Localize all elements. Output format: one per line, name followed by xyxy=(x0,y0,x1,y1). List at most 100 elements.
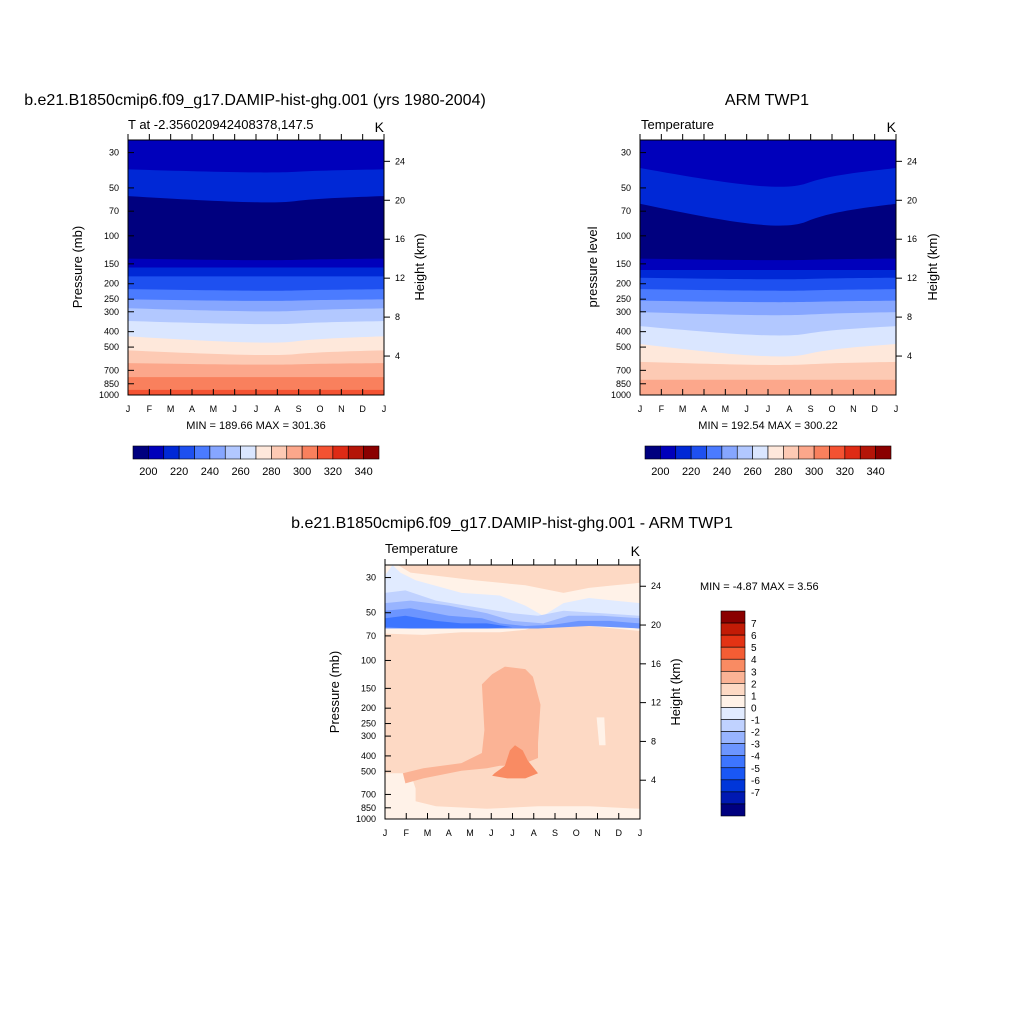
colorbar-swatch xyxy=(720,719,746,732)
x-tick-label: N xyxy=(850,404,857,414)
y-tick-label: 70 xyxy=(109,206,119,216)
colorbar-swatch xyxy=(720,622,746,636)
colorbar-swatch xyxy=(132,445,149,460)
colorbar-swatch xyxy=(675,445,692,460)
colorbar-swatch xyxy=(720,755,746,769)
colorbar-swatch xyxy=(736,445,753,460)
y-axis-label: Pressure (mb) xyxy=(327,651,342,733)
y-tick-label: 1000 xyxy=(356,814,376,824)
y-tick-label-right: 20 xyxy=(395,195,405,205)
y-tick-label: 400 xyxy=(616,327,631,337)
colorbar-label: 200 xyxy=(139,466,157,478)
colorbar-label: 300 xyxy=(293,466,311,478)
difference-panel: b.e21.B1850cmip6.f09_g17.DAMIP-hist-ghg.… xyxy=(291,515,818,838)
colorbar-swatch xyxy=(286,445,303,460)
colorbar-swatch xyxy=(720,646,746,660)
y-tick-label: 850 xyxy=(616,379,631,389)
colorbar-swatch xyxy=(209,445,226,460)
y-tick-label: 250 xyxy=(616,294,631,304)
panel-subtitle-left: Temperature xyxy=(641,117,714,132)
colorbar-swatch xyxy=(752,445,769,460)
colorbar-swatch xyxy=(798,445,815,460)
y-tick-label: 300 xyxy=(104,307,119,317)
colorbar-swatch xyxy=(163,445,180,460)
y-tick-label: 200 xyxy=(616,279,631,289)
x-tick-label: F xyxy=(147,404,153,414)
x-tick-label: O xyxy=(316,404,323,414)
y-tick-label: 30 xyxy=(366,573,376,583)
colorbar-swatch xyxy=(720,767,746,781)
x-tick-label: S xyxy=(552,828,558,838)
colorbar-label: 0 xyxy=(751,703,757,714)
colorbar-label: -2 xyxy=(751,728,760,739)
colorbar-label: 5 xyxy=(751,643,757,654)
min-max-stats: MIN = 192.54 MAX = 300.22 xyxy=(698,420,837,432)
x-tick-label: A xyxy=(531,828,537,838)
x-tick-label: J xyxy=(254,404,259,414)
colorbar-swatch xyxy=(148,445,165,460)
y-tick-label: 300 xyxy=(616,307,631,317)
x-tick-label: D xyxy=(871,404,878,414)
colorbar-swatch xyxy=(720,683,746,696)
y-tick-label: 100 xyxy=(616,231,631,241)
y-tick-label-right: 16 xyxy=(395,234,405,244)
colorbar-swatch xyxy=(690,445,707,460)
y-tick-label-right: 4 xyxy=(907,351,912,361)
colorbar-swatch xyxy=(720,707,746,720)
y-tick-label: 400 xyxy=(104,327,119,337)
y-tick-label-right: 24 xyxy=(395,156,405,166)
colorbar-swatch xyxy=(767,445,784,460)
y-tick-label: 500 xyxy=(616,342,631,352)
colorbar-label: 280 xyxy=(262,466,280,478)
x-tick-label: J xyxy=(489,828,494,838)
x-tick-label: J xyxy=(638,828,643,838)
y-tick-label: 50 xyxy=(109,183,119,193)
y-tick-label-right: 24 xyxy=(651,581,661,591)
y-tick-label: 500 xyxy=(104,342,119,352)
colorbar-label: -7 xyxy=(751,788,760,799)
x-tick-label: J xyxy=(510,828,515,838)
y-tick-label-right: 12 xyxy=(651,698,661,708)
colorbar-swatch xyxy=(347,445,364,460)
obs-temperature-panel: ARM TWP1 Temperature K J F M A M J J A S O N D J 30 50… xyxy=(585,92,940,478)
colorbar-swatch xyxy=(271,445,288,460)
y-tick-label: 250 xyxy=(104,294,119,304)
colorbar-swatch xyxy=(783,445,800,460)
x-tick-label: J xyxy=(638,404,643,414)
panel-units: K xyxy=(375,119,385,135)
contour-region xyxy=(492,745,538,779)
y-tick-label-right: 8 xyxy=(651,736,656,746)
x-tick-label: M xyxy=(167,404,175,414)
model-temperature-panel: b.e21.B1850cmip6.f09_g17.DAMIP-hist-ghg.… xyxy=(24,92,486,478)
colorbar-swatch xyxy=(178,445,195,460)
y-tick-label: 150 xyxy=(104,259,119,269)
y-tick-label: 200 xyxy=(361,703,376,713)
panel-subtitle-left: T at -2.356020942408378,147.5 xyxy=(128,117,314,132)
x-tick-label: O xyxy=(573,828,580,838)
colorbar-swatch xyxy=(844,445,861,460)
colorbar-swatch xyxy=(720,791,746,805)
x-tick-label: D xyxy=(359,404,366,414)
colorbar-label: 7 xyxy=(751,619,757,630)
colorbar: 200 220 240 260 280 300 320 340 xyxy=(132,445,380,478)
y-axis-label-right: Height (km) xyxy=(668,658,683,725)
y-tick-label: 200 xyxy=(104,279,119,289)
colorbar-label: 340 xyxy=(354,466,372,478)
min-max-stats: MIN = 189.66 MAX = 301.36 xyxy=(186,420,325,432)
x-tick-label: J xyxy=(382,404,387,414)
y-axis-label-right: Height (km) xyxy=(412,233,427,300)
colorbar-swatch xyxy=(240,445,257,460)
colorbar: 200 220 240 260 280 300 320 340 xyxy=(644,445,892,478)
x-tick-label: J xyxy=(766,404,771,414)
y-tick-label: 100 xyxy=(104,231,119,241)
colorbar-swatch xyxy=(829,445,846,460)
x-tick-label: J xyxy=(232,404,237,414)
contour-region xyxy=(402,666,541,784)
y-tick-label-right: 4 xyxy=(395,351,400,361)
y-tick-label: 150 xyxy=(361,683,376,693)
x-tick-label: F xyxy=(404,828,410,838)
x-tick-label: J xyxy=(126,404,131,414)
colorbar-swatch xyxy=(255,445,272,460)
x-tick-label: M xyxy=(722,404,730,414)
